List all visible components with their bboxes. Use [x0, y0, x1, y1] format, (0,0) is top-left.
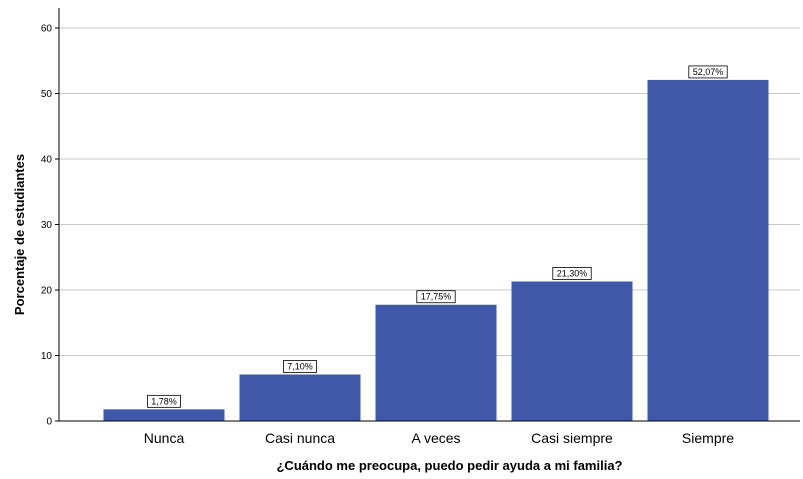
x-category-label: Casi nunca: [265, 430, 335, 446]
data-label: 7,10%: [287, 361, 313, 371]
data-label-box: [552, 267, 592, 280]
y-tick-label: 60: [41, 24, 53, 35]
bar: [647, 79, 769, 421]
data-label: 52,07%: [693, 67, 724, 77]
x-category-label: A veces: [411, 430, 460, 446]
data-label-box: [283, 360, 317, 373]
x-axis-categories: Nunca Casi nunca A veces Casi siempre Siempr…: [144, 430, 735, 446]
data-label-box: [147, 394, 181, 408]
data-labels: 1,78% 7,10% 17,75% 21,30% 52,07%: [147, 65, 728, 408]
bar: [375, 304, 497, 421]
y-axis-title: Porcentaje de estudiantes: [12, 154, 27, 315]
x-axis-title: ¿Cuándo me preocupa, puedo pedir ayuda a…: [276, 458, 622, 473]
x-category-label: Nunca: [144, 430, 185, 446]
data-label-box: [688, 65, 728, 79]
data-label: 1,78%: [151, 396, 177, 406]
bar: [103, 409, 225, 421]
bar: [511, 281, 633, 421]
y-tick-label: 0: [46, 417, 52, 428]
data-label: 21,30%: [557, 268, 588, 278]
y-axis-ticks: 0 10 20 30 40 50 60: [41, 24, 59, 428]
y-tick-label: 40: [41, 155, 53, 166]
x-category-label: Siempre: [682, 430, 734, 446]
data-label-box: [416, 290, 456, 304]
y-tick-label: 30: [41, 220, 53, 231]
y-tick-label: 20: [41, 286, 53, 297]
y-tick-label: 10: [41, 351, 53, 362]
bar: [239, 374, 361, 421]
x-category-label: Casi siempre: [531, 430, 613, 446]
y-tick-label: 50: [41, 89, 53, 100]
data-label: 17,75%: [421, 292, 452, 302]
bars: [103, 79, 769, 421]
